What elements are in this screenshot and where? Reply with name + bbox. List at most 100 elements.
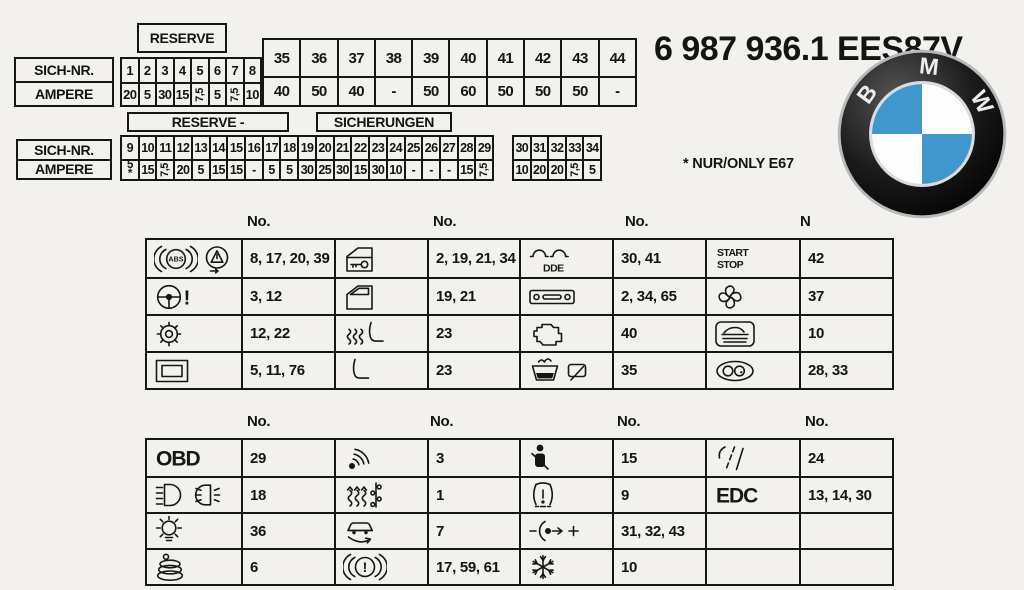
fuse-strip-35-44: 35 36 37 38 39 40 41 42 43 44 40 50 40-50 60 50 50 50- [262,38,637,107]
fuse-assignment-numbers: 42 [799,240,892,277]
fuse-28-number: 28 [456,137,475,159]
fuse-26-ampere: - [421,161,439,179]
fuse-6-ampere: 5 [207,84,226,105]
fuse-assignment-numbers [799,548,892,584]
fuse-assignment-numbers: 37 [799,277,892,314]
fuse-15-ampere: 15 [226,161,244,179]
fuse-12-ampere: 20 [173,161,191,179]
fuse-assignment-numbers [799,512,892,548]
fuse-assignment-numbers: 15 [612,440,705,476]
symbol-cell [334,277,427,314]
fuse-assignment-numbers: 2, 34, 65 [612,277,705,314]
footnote-text: NUR/ONLY E67 [692,156,794,172]
fuse-12-number: 12 [173,137,191,159]
svg-text:EDC: EDC [716,485,758,508]
fuse-4-number: 4 [172,59,191,82]
fuse-33-ampere: 7,5 [564,161,583,179]
fuse-44-number: 44 [597,40,635,76]
glow-plug-icon: DDE [528,244,572,274]
fuse-42-number: 42 [523,40,560,76]
door-icon [343,282,377,312]
no-column-header: No. [247,413,271,430]
fuse-40-ampere: 60 [448,78,485,105]
footnote: * NUR/ONLY E67 [683,156,794,172]
fuse-19-number: 19 [297,137,315,159]
symbol-cell [519,314,612,351]
fuse-26-number: 26 [421,137,439,159]
aux-heat-icon [343,480,385,510]
fuse-16-ampere: - [244,161,262,179]
fuse-2-ampere: 5 [137,84,156,105]
fan-icon [714,282,746,312]
fuse-25-ampere: - [403,161,422,179]
cluster-icon [714,359,756,383]
sunroof-icon [154,357,190,385]
fuse-assignment-numbers: 7 [427,512,519,548]
fuse-39-number: 39 [411,40,448,76]
svg-text:M: M [918,52,940,80]
svg-text:STOP: STOP [717,259,744,271]
fuse-37-ampere: 40 [336,78,374,105]
fuse-35-ampere: 40 [273,83,290,100]
symbol-cell: ABS [147,240,241,277]
fuse-22-number: 22 [350,137,368,159]
fuse-36-ampere: 50 [299,78,336,105]
reserve-top-label: RESERVE [137,23,227,53]
fuse-3-number: 3 [155,59,173,82]
fuse-1-number: 1 [126,63,134,78]
fuse-11-number: 11 [155,137,173,159]
no-column-header: No. [247,213,271,230]
no-column-header: No. [430,413,454,430]
fuse-38-ampere: - [373,78,411,105]
symbol-cell: START STOP [705,240,799,277]
fuse-assignment-numbers: 1 [427,476,519,512]
fuse-13-number: 13 [190,137,209,159]
fuse-38-number: 38 [373,40,411,76]
fuse-assignment-numbers: 13, 14, 30 [799,476,892,512]
symbol-cell [705,440,799,476]
fuse-37-number: 37 [336,40,374,76]
tire-icon [528,480,558,510]
seat-heat-icon [343,320,385,348]
fuse-41-ampere: 50 [485,78,523,105]
fuse-assignment-numbers: 19, 21 [427,277,519,314]
fuse-20-number: 20 [314,137,333,159]
rotated-ampere-value: 7,5 [193,87,206,102]
symbol-cell [147,351,241,388]
fuse-number-row: 30 31 32 33 34 [514,137,600,159]
fuse-34-ampere: 5 [582,161,600,179]
symbol-cell [519,277,612,314]
fuse-43-ampere: 50 [560,78,597,105]
svg-text:!: ! [184,287,191,309]
fuse-6-number: 6 [207,59,226,82]
fuse-7-ampere: 7,5 [225,84,243,105]
fuse-assignment-numbers: 18 [241,476,334,512]
snow-icon [528,552,558,582]
fuse-assignment-numbers: 17, 59, 61 [427,548,519,584]
fuse-assignment-numbers: 10 [799,314,892,351]
symbol-cell [334,351,427,388]
fuse-8-ampere: 10 [242,84,261,105]
symbol-cell: DDE [519,240,612,277]
svg-text:OBD: OBD [156,448,201,471]
sich-nr-label: SICH-NR. [34,141,94,158]
fuse-8-number: 8 [242,59,261,82]
socket-icon [528,516,582,546]
edc-icon: EDC [714,482,770,508]
no-column-header: N [800,213,811,230]
fuse-19-ampere: 30 [297,161,315,179]
rotated-ampere-value: 7,5 [159,163,172,177]
fuse-10-number: 10 [137,137,156,159]
fuse-44-ampere: - [597,78,635,105]
signal-icon [343,443,375,473]
fuse-assignment-numbers: 9 [612,476,705,512]
fuse-strip-1-8: 1 2 3 4 5 6 7 8 20 5 30 15 7,5 5 7,5 10 [120,57,262,107]
fuse-7-number: 7 [225,59,243,82]
footnote-star: * [683,156,689,172]
fog-icon [188,481,222,509]
door-key-icon [343,244,377,274]
gear-icon [154,319,184,349]
fuse-36-number: 36 [299,40,336,76]
fuse-24-ampere: 10 [385,161,404,179]
fuse-assignment-numbers: 2, 19, 21, 34 [427,240,519,277]
